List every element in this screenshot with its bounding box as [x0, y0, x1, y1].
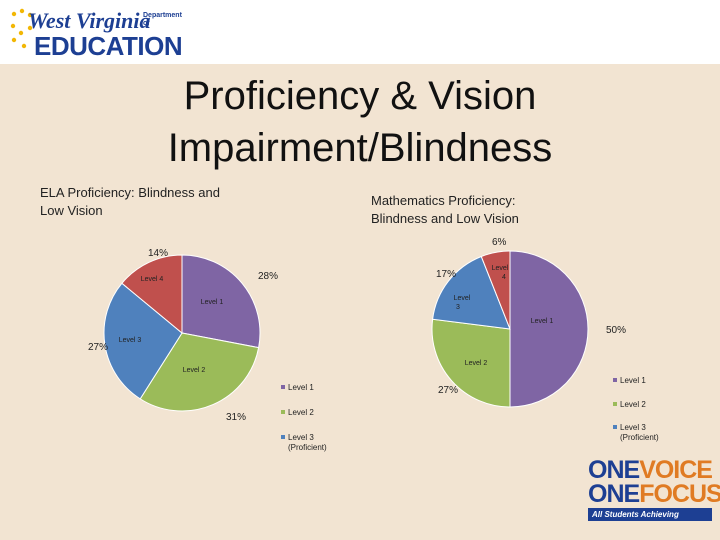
chart1-legend-swatch-1	[613, 402, 617, 406]
one-voice-logo: ONEVOICE ONEFOCUS All Students Achieving	[588, 456, 720, 521]
chart1-pct-label-2: 17%	[436, 269, 456, 280]
chart0-slice-2	[103, 282, 183, 400]
chart0-pct-label-2: 27%	[88, 342, 108, 353]
chart1-legend-label-1: Level 2	[620, 400, 646, 409]
chart1-pct-label-0: 50%	[606, 325, 626, 336]
chart0-slice-0	[181, 254, 261, 349]
chart1-slice-name-1: Level 2	[465, 360, 488, 367]
brand-one-1: ONE	[588, 456, 640, 484]
stars-icon	[10, 8, 33, 49]
header-bar: West Virginia Department of EDUCATION	[0, 0, 720, 64]
brand-one-2: ONE	[588, 480, 640, 508]
chart0-slice-name-3: Level 4	[141, 276, 164, 283]
chart0-slice-name-0: Level 1	[201, 299, 224, 306]
chart1-slice-name-3-a: Level	[492, 265, 509, 272]
logo-education: EDUCATION	[34, 31, 183, 61]
chart1-legend-swatch-2	[613, 425, 617, 429]
math-chart-title: Mathematics Proficiency: Blindness and L…	[371, 193, 519, 226]
chart0-legend-swatch-0	[281, 385, 285, 389]
brand-focus: FOCUS	[639, 480, 720, 508]
chart0-legend-label-0: Level 1	[288, 383, 314, 392]
chart0-legend-swatch-1	[281, 410, 285, 414]
ela-chart-title: ELA Proficiency: Blindness and Low Visio…	[40, 185, 220, 218]
logo-department: Department of	[143, 12, 182, 27]
chart0-legend-swatch-2	[281, 435, 285, 439]
chart1-pct-label-3: 6%	[492, 237, 507, 248]
chart1-legend-swatch-0	[613, 378, 617, 382]
brand-voice: VOICE	[639, 456, 713, 484]
chart0-slice-3	[121, 254, 183, 335]
chart1-legend-label-2-b: (Proficient)	[620, 433, 659, 442]
chart0-legend-label-1: Level 2	[288, 408, 314, 417]
slide-title: Proficiency & Vision Impairment/Blindnes…	[167, 74, 553, 170]
chart0-pct-label-3: 14%	[148, 248, 168, 259]
chart1-slice-name-3-b: 4	[502, 274, 506, 281]
chart1-slice-1	[431, 318, 511, 408]
chart0-legend-label-2-b: (Proficient)	[288, 443, 327, 452]
chart1-legend-label-2-a: Level 3	[620, 423, 646, 432]
chart1-pct-label-1: 27%	[438, 385, 458, 396]
chart1-slice-0	[509, 250, 589, 408]
chart0-legend-label-2-a: Level 3	[288, 433, 314, 442]
chart1-slice-name-2-b: 3	[456, 304, 460, 311]
chart1-slice-name-2-a: Level	[454, 295, 471, 302]
chart1-legend-label-0: Level 1	[620, 376, 646, 385]
brand-tagline: All Students Achieving	[588, 508, 712, 521]
chart1-slice-name-0: Level 1	[531, 318, 554, 325]
chart0-slice-name-1: Level 2	[183, 367, 206, 374]
chart0-pct-label-0: 28%	[258, 271, 278, 282]
chart0-pct-label-1: 31%	[226, 412, 246, 423]
logo-state-name: West Virginia	[28, 8, 151, 33]
chart1-slice-2	[432, 255, 511, 330]
chart0-slice-name-2: Level 3	[119, 337, 142, 344]
chart1-slice-3	[480, 250, 511, 330]
